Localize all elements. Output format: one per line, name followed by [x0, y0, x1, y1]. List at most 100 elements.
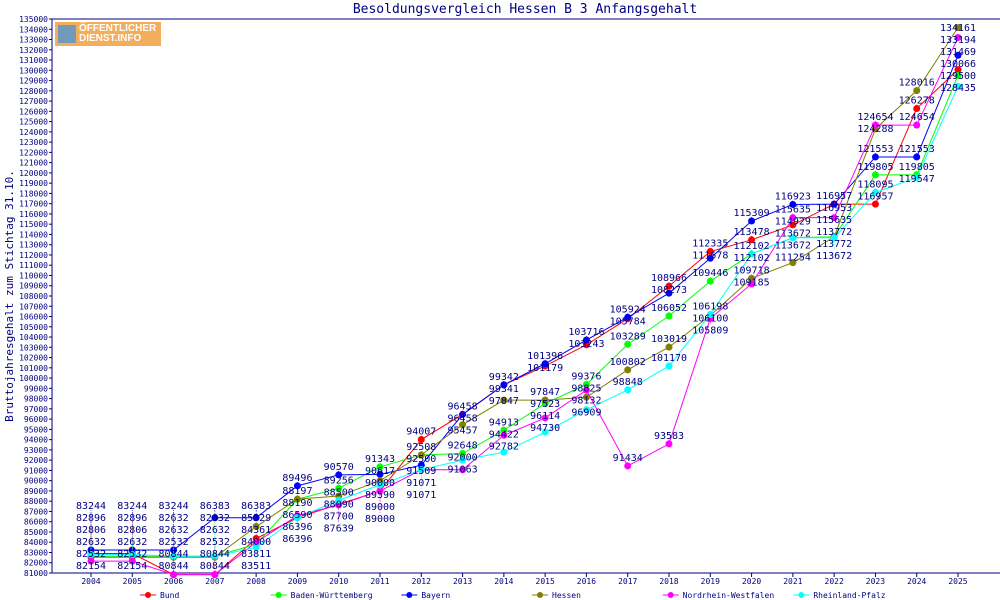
data-label: 113478: [734, 227, 770, 238]
y-tick-label: 106000: [19, 313, 48, 322]
data-label: 98825: [571, 383, 601, 394]
data-label: 99341: [489, 384, 519, 395]
data-label: 111678: [692, 251, 728, 262]
y-tick-label: 86000: [24, 518, 48, 527]
y-tick-label: 135000: [19, 15, 48, 24]
data-label: 100802: [610, 357, 646, 368]
y-tick-label: 125000: [19, 118, 48, 127]
data-point: [500, 396, 508, 404]
legend-entry: Baden-Württemberg: [291, 591, 373, 600]
chart-title: Besoldungsvergleich Hessen B 3 Anfangsge…: [353, 2, 697, 17]
y-tick-label: 113000: [19, 241, 48, 250]
data-label: 86383: [200, 501, 230, 512]
data-label: 105924: [610, 304, 646, 315]
data-point: [252, 538, 260, 546]
y-tick-label: 110000: [19, 271, 48, 280]
legend-entry: Rheinland-Pfalz: [813, 591, 885, 600]
data-label: 80844: [159, 549, 189, 560]
data-point: [954, 82, 962, 90]
data-label: 113672: [775, 229, 811, 240]
series-line: [91, 69, 959, 576]
data-label: 82632: [200, 513, 230, 524]
data-label: 80844: [200, 561, 230, 572]
y-tick-label: 96000: [24, 415, 48, 424]
y-tick-label: 95000: [24, 425, 48, 434]
x-tick-label: 2017: [618, 577, 637, 586]
y-tick-label: 129000: [19, 77, 48, 86]
data-label: 89256: [324, 475, 354, 486]
data-label: 96114: [530, 411, 560, 422]
data-label: 113772: [816, 227, 852, 238]
data-label: 103716: [568, 327, 604, 338]
y-tick-label: 109000: [19, 282, 48, 291]
data-label: 96458: [448, 413, 478, 424]
data-label: 83244: [76, 501, 106, 512]
y-tick-label: 91000: [24, 466, 48, 475]
legend-entry: Bayern: [421, 591, 450, 600]
x-tick-label: 2010: [329, 577, 348, 586]
data-point: [913, 121, 921, 129]
y-tick-label: 97000: [24, 405, 48, 414]
legend-swatch-marker: [667, 592, 674, 598]
y-tick-label: 89000: [24, 487, 48, 496]
data-label: 106100: [692, 313, 728, 324]
data-label: 101179: [527, 363, 563, 374]
x-tick-label: 2012: [412, 577, 431, 586]
data-point: [954, 34, 962, 42]
y-tick-label: 122000: [19, 148, 48, 157]
data-label: 105784: [610, 316, 646, 327]
data-label: 95457: [448, 425, 478, 436]
legend-swatch-marker: [406, 592, 413, 598]
legend-entry: Bund: [160, 591, 179, 600]
data-point: [789, 234, 797, 242]
legend-entry: Hessen: [552, 591, 581, 600]
data-label: 129500: [940, 71, 976, 82]
data-label: 124654: [899, 112, 935, 123]
data-label: 83244: [117, 501, 147, 512]
y-tick-label: 134000: [19, 25, 48, 34]
data-label: 103243: [568, 339, 604, 350]
data-label: 113672: [816, 251, 852, 262]
legend-swatch-marker: [537, 592, 543, 598]
data-label: 133194: [940, 35, 976, 46]
x-tick-label: 2014: [494, 577, 513, 586]
data-label: 105809: [692, 325, 728, 336]
data-label: 82532: [200, 537, 230, 548]
x-tick-label: 2020: [742, 577, 761, 586]
data-label: 84361: [241, 525, 271, 536]
data-label: 82806: [76, 525, 106, 536]
data-label: 103289: [610, 331, 646, 342]
data-point: [830, 214, 838, 222]
x-tick-label: 2022: [825, 577, 844, 586]
data-label: 96458: [448, 401, 478, 412]
data-label: 82632: [76, 537, 106, 548]
data-label: 115635: [775, 205, 811, 216]
x-tick-label: 2025: [948, 577, 967, 586]
data-label: 98132: [571, 395, 601, 406]
y-tick-label: 120000: [19, 169, 48, 178]
y-tick-label: 128000: [19, 87, 48, 96]
legend-swatch-marker: [145, 592, 151, 598]
data-label: 82896: [76, 513, 106, 524]
data-label: 82632: [159, 513, 189, 524]
x-tick-label: 2004: [81, 577, 100, 586]
data-label: 91434: [613, 453, 643, 464]
data-point: [582, 386, 590, 394]
data-label: 106198: [692, 301, 728, 312]
data-label: 116957: [816, 191, 852, 202]
data-label: 88500: [324, 487, 354, 498]
y-tick-label: 112000: [19, 251, 48, 260]
data-label: 128435: [940, 83, 976, 94]
y-tick-label: 108000: [19, 292, 48, 301]
data-label: 90617: [365, 466, 395, 477]
data-label: 82532: [159, 537, 189, 548]
data-label: 83511: [241, 561, 271, 572]
data-label: 121553: [857, 144, 893, 155]
data-label: 115635: [816, 215, 852, 226]
data-label: 82806: [117, 525, 147, 536]
data-label: 82632: [117, 537, 147, 548]
data-label: 94007: [406, 427, 436, 438]
data-point: [706, 254, 714, 262]
data-label: 86396: [282, 522, 312, 533]
logo-mark: [58, 25, 76, 43]
